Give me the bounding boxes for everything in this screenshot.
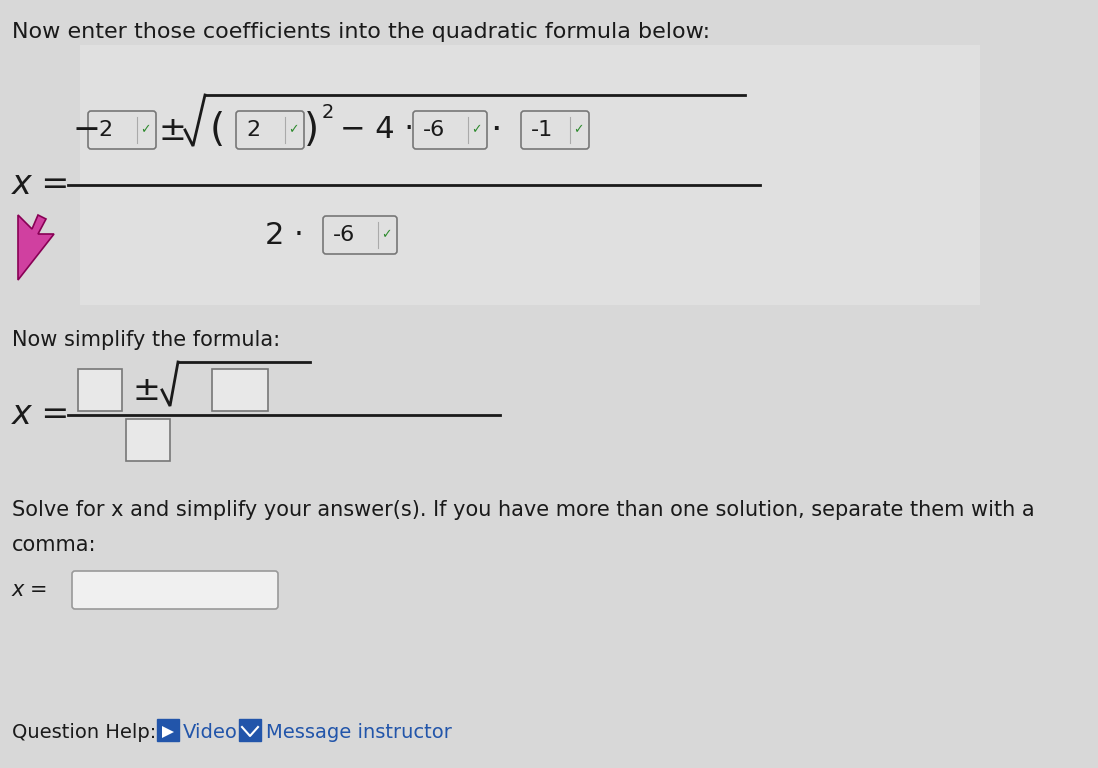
Text: ✓: ✓	[381, 229, 392, 241]
FancyBboxPatch shape	[413, 111, 488, 149]
Text: Now enter those coefficients into the quadratic formula below:: Now enter those coefficients into the qu…	[12, 22, 710, 42]
Polygon shape	[18, 215, 54, 280]
FancyBboxPatch shape	[80, 45, 981, 305]
Text: -1: -1	[531, 120, 553, 140]
Text: -6: -6	[333, 225, 356, 245]
Text: Solve for x and simplify your answer(s). If you have more than one solution, sep: Solve for x and simplify your answer(s).…	[12, 500, 1034, 520]
Text: − 4 ·: − 4 ·	[340, 115, 414, 144]
FancyBboxPatch shape	[212, 369, 268, 411]
Text: -6: -6	[423, 120, 446, 140]
FancyBboxPatch shape	[72, 571, 278, 609]
Text: ✓: ✓	[288, 124, 299, 137]
Text: Message instructor: Message instructor	[266, 723, 452, 741]
Text: ·: ·	[490, 113, 502, 147]
Text: x =: x =	[12, 399, 70, 432]
FancyBboxPatch shape	[323, 216, 397, 254]
Text: 2 ·: 2 ·	[265, 220, 304, 250]
Text: ±: ±	[158, 114, 186, 147]
Text: 2: 2	[98, 120, 112, 140]
Text: comma:: comma:	[12, 535, 97, 555]
Text: (: (	[210, 111, 225, 149]
Text: x =: x =	[12, 580, 48, 600]
FancyBboxPatch shape	[126, 419, 170, 461]
Text: ): )	[304, 111, 320, 149]
Polygon shape	[163, 726, 173, 738]
Text: x =: x =	[12, 168, 70, 201]
FancyBboxPatch shape	[88, 111, 156, 149]
FancyBboxPatch shape	[157, 719, 179, 741]
Text: 2: 2	[322, 102, 335, 121]
Text: ✓: ✓	[573, 124, 583, 137]
FancyBboxPatch shape	[236, 111, 304, 149]
FancyBboxPatch shape	[239, 719, 261, 741]
FancyBboxPatch shape	[520, 111, 589, 149]
Text: −: −	[72, 114, 100, 147]
FancyBboxPatch shape	[78, 369, 122, 411]
Text: ✓: ✓	[471, 124, 482, 137]
Text: ✓: ✓	[141, 124, 150, 137]
Text: Question Help:: Question Help:	[12, 723, 156, 741]
Text: 2: 2	[246, 120, 260, 140]
Text: Video: Video	[183, 723, 238, 741]
Text: ±: ±	[132, 373, 160, 406]
Text: Now simplify the formula:: Now simplify the formula:	[12, 330, 280, 350]
